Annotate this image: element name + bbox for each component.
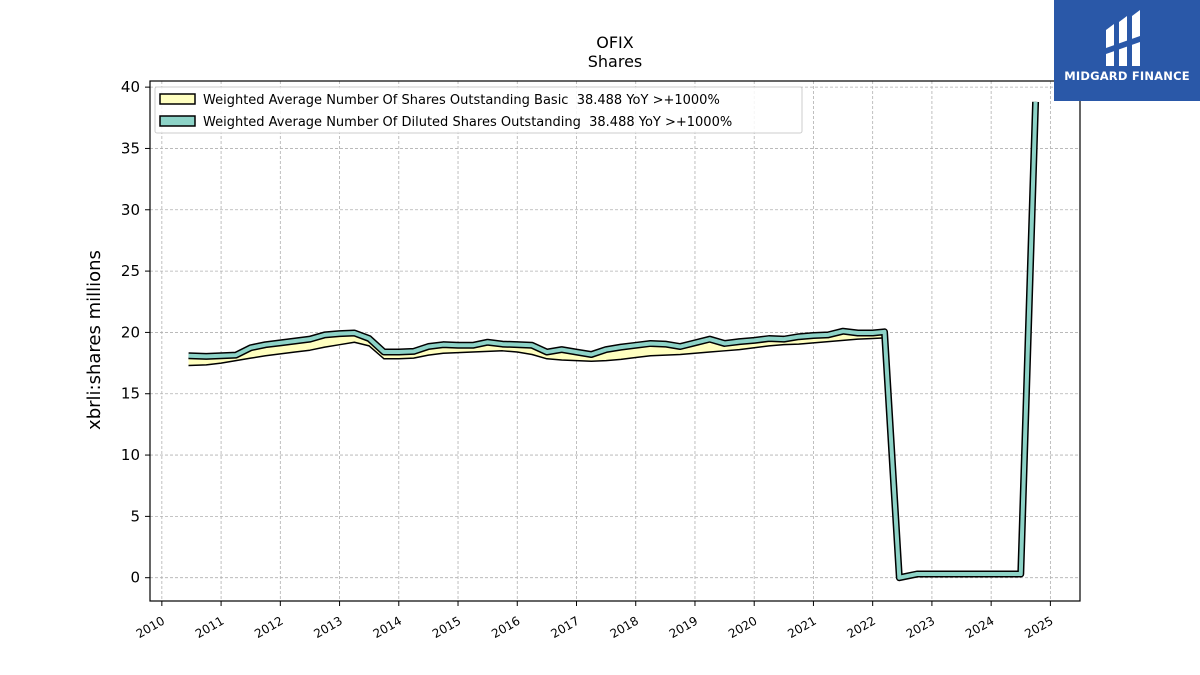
series-line-diluted-outline [188, 101, 1040, 582]
x-tick-label: 2017 [548, 614, 581, 641]
x-tick-label: 2010 [134, 614, 167, 641]
x-tick-label: 2025 [1022, 614, 1055, 641]
x-tick-label: 2021 [785, 614, 818, 641]
y-tick-label: 0 [130, 569, 140, 587]
y-tick-label: 15 [121, 385, 140, 403]
y-tick-label: 20 [121, 323, 140, 341]
x-tick-label: 2014 [371, 614, 404, 641]
legend-box [154, 86, 803, 134]
x-tick-label: 2022 [845, 614, 878, 641]
legend: Weighted Average Number Of Shares Outsta… [154, 86, 803, 134]
legend-swatch-basic [159, 93, 196, 105]
x-axis: 2010 2011 2012 2013 2014 2015 2016 2017 2018 2019… [134, 601, 1056, 641]
legend-swatch-diluted [159, 115, 196, 127]
y-tick-label: 30 [121, 201, 140, 219]
chart-title: OFIX [596, 33, 634, 52]
y-tick-label: 10 [121, 446, 140, 464]
x-tick-label: 2015 [430, 614, 463, 641]
logo-text: MIDGARD FINANCE [1064, 69, 1190, 83]
legend-label-basic: Weighted Average Number Of Shares Outsta… [203, 93, 720, 108]
x-tick-label: 2011 [193, 614, 226, 641]
series-band-fill [188, 101, 1036, 578]
y-axis: 0 5 10 15 20 25 30 35 40 [121, 78, 150, 587]
x-tick-label: 2016 [489, 614, 522, 641]
logo-mark-icon [1106, 10, 1140, 66]
y-axis-label: xbrli:shares millions [84, 250, 105, 430]
x-tick-label: 2019 [667, 614, 700, 641]
plot-frame [149, 80, 1081, 602]
x-tick-label: 2012 [252, 614, 285, 641]
series-line-diluted [188, 101, 1038, 580]
y-tick-label: 25 [121, 262, 140, 280]
plot-area [188, 101, 1040, 582]
y-tick-label: 35 [121, 139, 140, 157]
x-tick-label: 2013 [311, 614, 344, 641]
x-tick-label: 2020 [726, 614, 759, 641]
midgard-finance-logo: MIDGARD FINANCE [1054, 0, 1200, 101]
x-tick-label: 2023 [904, 614, 937, 641]
chart-subtitle: Shares [588, 52, 643, 71]
y-tick-label: 5 [130, 507, 140, 525]
y-tick-label: 40 [121, 78, 140, 96]
x-tick-label: 2024 [963, 614, 996, 641]
x-tick-label: 2018 [608, 614, 641, 641]
grid [150, 81, 1080, 601]
legend-label-diluted: Weighted Average Number Of Diluted Share… [203, 115, 732, 130]
